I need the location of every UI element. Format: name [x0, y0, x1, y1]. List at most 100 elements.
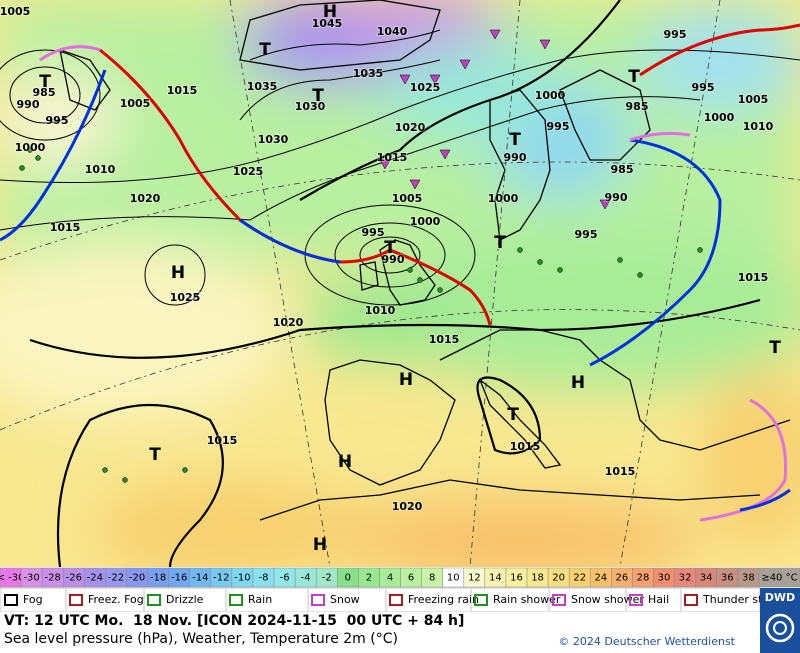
pressure-center: T — [769, 338, 781, 358]
pressure-label: 1015 — [429, 333, 460, 346]
scale-label: -26 — [66, 573, 82, 584]
weather-symbols — [19, 29, 703, 483]
scale-label: 12 — [468, 573, 481, 584]
scale-label: 26 — [616, 573, 629, 584]
pressure-label: 1035 — [247, 80, 278, 93]
temperature-scale: < -30-30 -28 -26 -24 -22 -20 -18 -16 -14 -12 -10 -8… — [0, 567, 800, 588]
scale-label: 22 — [573, 573, 586, 584]
pressure-label: 1015 — [207, 434, 238, 447]
pressure-label: 990 — [17, 98, 40, 111]
pressure-label: 1005 — [392, 192, 423, 205]
pressure-center: T — [312, 86, 324, 106]
pressure-label: 985 — [626, 100, 649, 113]
scale-label: -24 — [87, 573, 103, 584]
scale-label: ≥40 °C — [761, 573, 797, 584]
fronts — [0, 23, 800, 522]
pressure-label: 1005 — [0, 5, 30, 18]
pressure-center: H — [338, 452, 352, 472]
legend-icon — [229, 594, 243, 606]
scale-label: < -30 — [0, 573, 24, 584]
pressure-center: H — [399, 370, 413, 390]
temperature-field — [0, 0, 800, 580]
scale-label: -22 — [108, 573, 124, 584]
legend-icon — [147, 594, 161, 606]
pressure-label: 1000 — [15, 141, 46, 154]
pressure-label: 995 — [575, 228, 598, 241]
pressure-label: 1000 — [410, 215, 441, 228]
pressure-center: T — [509, 130, 521, 150]
scale-label: -8 — [259, 573, 269, 584]
pressure-label: 1015 — [738, 271, 769, 284]
logo-swirl — [765, 613, 795, 643]
pressure-label: 1035 — [353, 67, 384, 80]
logo-text: DWD — [765, 591, 795, 604]
pressure-center: T — [494, 233, 506, 253]
graticule — [0, 0, 800, 568]
pressure-centers: H T T T H T T T H H T H H T T T — [39, 2, 781, 555]
pressure-center: H — [571, 373, 585, 393]
pressure-label: 1015 — [50, 221, 81, 234]
scale-label: 0 — [345, 573, 351, 584]
pressure-label: 1020 — [130, 192, 161, 205]
pressure-center: T — [259, 40, 271, 60]
pressure-label: 1025 — [170, 291, 201, 304]
description: Sea level pressure (hPa), Weather, Tempe… — [4, 631, 398, 647]
pressure-label: 1030 — [295, 100, 326, 113]
footer-background — [0, 612, 760, 653]
pressure-label: 1040 — [377, 25, 408, 38]
legend-background — [0, 587, 761, 613]
scale-label: -28 — [45, 573, 61, 584]
scale-label: -4 — [301, 573, 311, 584]
scale-label: 32 — [679, 573, 692, 584]
scale-label: 10 — [447, 573, 460, 584]
legend-icon — [474, 594, 488, 606]
scale-label: -2 — [322, 573, 332, 584]
pressure-label: 1010 — [743, 120, 774, 133]
pressure-label: 1030 — [258, 133, 289, 146]
pressure-label: 1010 — [85, 163, 116, 176]
scale-label: 8 — [429, 573, 435, 584]
valid-time: VT: 12 UTC Mo. 18 Nov. [ICON 2024-11-15 … — [4, 613, 464, 629]
pressure-label: 1005 — [738, 93, 769, 106]
pressure-label: 1015 — [377, 151, 408, 164]
pressure-label: 995 — [362, 226, 385, 239]
pressure-center: T — [149, 445, 161, 465]
pressure-label: 1015 — [167, 84, 198, 97]
pressure-label: 985 — [33, 86, 56, 99]
legend-label: Snow — [330, 593, 360, 606]
legend-label: Fog — [23, 593, 43, 606]
scale-label: -10 — [234, 573, 250, 584]
legend-icon — [389, 594, 403, 606]
scale-label: 2 — [366, 573, 372, 584]
pressure-label: 1000 — [704, 111, 735, 124]
pressure-center: H — [323, 2, 337, 22]
legend-label: Freez. Fog — [88, 593, 144, 606]
scale-label: 20 — [552, 573, 565, 584]
legend-icon — [684, 594, 698, 606]
pressure-label: 1000 — [488, 192, 519, 205]
pressure-label: 1010 — [365, 304, 396, 317]
pressure-label: 990 — [504, 151, 527, 164]
pressure-label: 990 — [382, 253, 405, 266]
legend-icon — [552, 594, 566, 606]
pressure-label: 1025 — [410, 81, 441, 94]
copyright: © 2024 Deutscher Wetterdienst — [558, 635, 735, 648]
scale-label: 28 — [637, 573, 650, 584]
legend-icon — [69, 594, 83, 606]
scale-label: -12 — [213, 573, 229, 584]
pressure-center: T — [507, 405, 519, 425]
pressure-label: 985 — [611, 163, 634, 176]
scale-label: 6 — [408, 573, 414, 584]
pressure-label: 995 — [547, 120, 570, 133]
pressure-label: 1020 — [273, 316, 304, 329]
legend-icon — [4, 594, 18, 606]
pressure-label: 1025 — [233, 165, 264, 178]
pressure-label: 995 — [664, 28, 687, 41]
scale-label: -16 — [171, 573, 187, 584]
pressure-label: 1015 — [510, 440, 541, 453]
pressure-center: T — [384, 238, 396, 258]
pressure-label: 1020 — [395, 121, 426, 134]
legend-icon — [311, 594, 325, 606]
